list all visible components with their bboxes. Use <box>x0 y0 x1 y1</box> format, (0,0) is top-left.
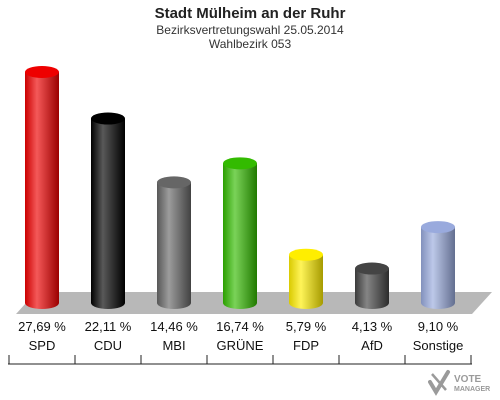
category-label-fdp: FDP <box>293 338 319 353</box>
value-label-fdp: 5,79 % <box>286 319 327 334</box>
logo-line1: VOTE <box>454 374 482 385</box>
category-label-sonstige: Sonstige <box>413 338 464 353</box>
value-label-mbi: 14,46 % <box>150 319 198 334</box>
logo-line2: MANAGER <box>454 386 490 393</box>
chart-title: Stadt Mülheim an der Ruhr <box>154 5 346 22</box>
bar-spd <box>25 66 59 309</box>
value-label-spd: 27,69 % <box>18 319 66 334</box>
chart-district: Wahlbezirk 053 <box>208 37 292 51</box>
bar-mbi <box>157 176 191 309</box>
vote-manager-logo: VOTE MANAGER <box>428 370 490 396</box>
category-label-afd: AfD <box>361 338 383 353</box>
category-label-grüne: GRÜNE <box>217 338 264 353</box>
logo-check-icon <box>428 370 450 396</box>
value-label-grüne: 16,74 % <box>216 319 264 334</box>
bar-fdp <box>289 248 323 309</box>
bar-grüne <box>223 157 257 309</box>
value-label-afd: 4,13 % <box>352 319 393 334</box>
value-label-sonstige: 9,10 % <box>418 319 459 334</box>
title-block: Stadt Mülheim an der Ruhr Bezirksvertret… <box>0 0 500 51</box>
bar-afd <box>355 262 389 309</box>
category-label-cdu: CDU <box>94 338 122 353</box>
category-label-mbi: MBI <box>162 338 185 353</box>
category-label-spd: SPD <box>29 338 56 353</box>
value-label-cdu: 22,11 % <box>85 319 132 334</box>
bar-sonstige <box>421 221 455 309</box>
chart-subtitle: Bezirksvertretungswahl 25.05.2014 <box>156 23 344 37</box>
bar-cdu <box>91 112 125 309</box>
